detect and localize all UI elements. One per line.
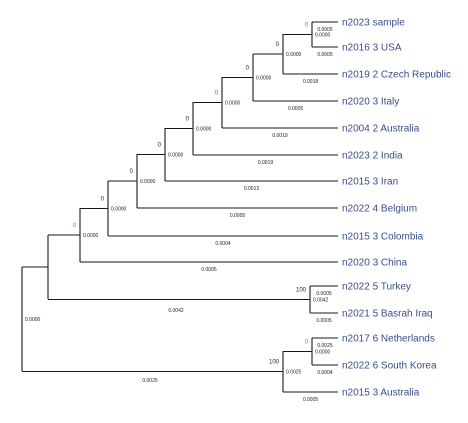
leaf-label: n2023 2 India [342,151,403,162]
node-branch-length: 0.0000 [286,52,302,58]
leaf-label: n2021 5 Basrah Iraq [342,309,433,320]
branch-length-label: 0.0025 [142,378,158,384]
branch-length-label: 0.0018 [303,79,319,85]
node-branch-length: 0.0042 [313,298,329,304]
leaf-label: n2023 sample [342,18,405,29]
branch-length-label: 0.0025 [317,343,333,349]
leaf-label: n2015 3 Iran [342,177,398,188]
leaf-label: n2020 3 Italy [342,97,399,108]
bootstrap-value: 0 [215,91,219,97]
node-branch-length: 0.0000 [315,350,331,356]
bootstrap-value: 0 [130,169,134,175]
node-branch-length: 0.0000 [256,76,272,82]
leaf-label: n2022 4 Belgium [342,204,417,215]
branch-length-label: 0.0005 [316,291,332,297]
node-branch-length: 0.0000 [225,101,241,107]
branch-length-label: 0.0005 [317,27,333,33]
leaf-label: n2015 3 Australia [342,388,420,399]
leaf-label: n2004 2 Australia [342,124,420,135]
branch-length-label: 0.0004 [215,241,231,247]
branch-length-label: 0.0005 [230,213,246,219]
node-branch-length: 0.0000 [83,233,99,239]
bootstrap-value: 100 [269,360,280,366]
node-branch-length: 0.0000 [315,33,331,39]
bootstrap-value: 0 [186,117,190,123]
bootstrap-value: 100 [296,288,307,294]
leaf-label: n2017 6 Netherlands [342,334,435,345]
leaf-label: n2016 3 USA [342,43,402,54]
branch-length-label: 0.0042 [168,308,184,314]
branch-length-label: 0.0005 [316,318,332,324]
branch-length-label: 0.0013 [244,186,260,192]
leaf-label: n2022 6 South Korea [342,361,437,372]
branch-length-label: 0.0005 [288,106,304,112]
node-branch-length: 0.0000 [25,317,41,323]
branch-length-label: 0.0019 [272,133,288,139]
bootstrap-value: 0 [276,42,280,48]
branch-length-label: 0.0004 [317,370,333,376]
bootstrap-value: 0 [73,223,77,229]
bootstrap-value: 0 [305,23,309,29]
branch-length-label: 0.0005 [317,52,333,58]
branch-length-label: 0.0005 [303,397,319,403]
leaf-label: n2015 3 Colombia [342,232,424,243]
bootstrap-value: 0 [101,197,105,203]
leaf-label: n2022 5 Turkey [342,282,411,293]
node-branch-length: 0.0000 [196,127,212,133]
leaf-label: n2020 3 China [342,258,407,269]
node-branch-length: 0.0000 [168,153,184,159]
branch-length-label: 0.0005 [201,267,217,273]
leaf-label: n2019 2 Czech Republic [342,70,451,81]
bootstrap-value: 0 [158,143,162,149]
node-branch-length: 0.0000 [111,207,127,213]
bootstrap-value: 0 [305,340,309,346]
bootstrap-value: 0 [246,66,250,72]
branch-length-label: 0.0019 [258,160,274,166]
node-branch-length: 0.0000 [140,179,156,185]
node-branch-length: 0.0025 [286,370,302,376]
